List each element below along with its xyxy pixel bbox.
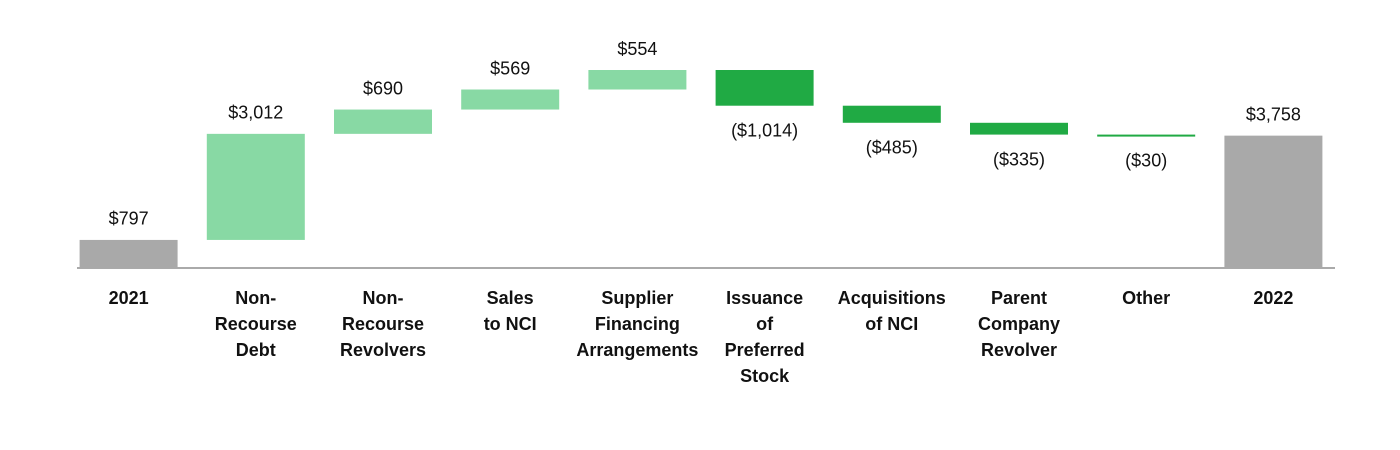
bar <box>842 105 941 123</box>
value-label: ($335) <box>993 149 1045 169</box>
value-label: $3,012 <box>228 103 283 123</box>
category-label: Non- Recourse Revolvers <box>339 288 427 360</box>
value-label: $797 <box>109 209 149 229</box>
category-label: Issuance of Preferred Stock <box>724 288 805 386</box>
category-label: Non- Recourse Debt <box>214 288 297 360</box>
value-label: $690 <box>363 78 403 98</box>
value-label: ($1,014) <box>731 120 798 140</box>
bar <box>970 122 1068 135</box>
category-label: 2022 <box>1253 288 1294 308</box>
bar <box>588 70 687 90</box>
bar <box>334 109 432 134</box>
category-label: Other <box>1122 288 1171 308</box>
value-label: $569 <box>490 58 530 78</box>
bar <box>206 133 305 240</box>
bar <box>715 70 814 106</box>
category-label: 2021 <box>108 288 149 308</box>
category-label: Sales to NCI <box>483 288 537 334</box>
value-label: $554 <box>617 39 657 59</box>
bar <box>1097 134 1196 137</box>
bar <box>1224 135 1323 268</box>
category-label: Supplier Financing Arrangements <box>576 288 699 360</box>
value-label: ($30) <box>1125 150 1167 170</box>
category-label: Acquisitions of NCI <box>837 288 946 334</box>
bar <box>79 239 178 268</box>
value-label: ($485) <box>866 138 918 158</box>
bar <box>461 89 560 110</box>
category-label: Parent Company Revolver <box>977 288 1060 360</box>
value-label: $3,758 <box>1246 104 1301 124</box>
